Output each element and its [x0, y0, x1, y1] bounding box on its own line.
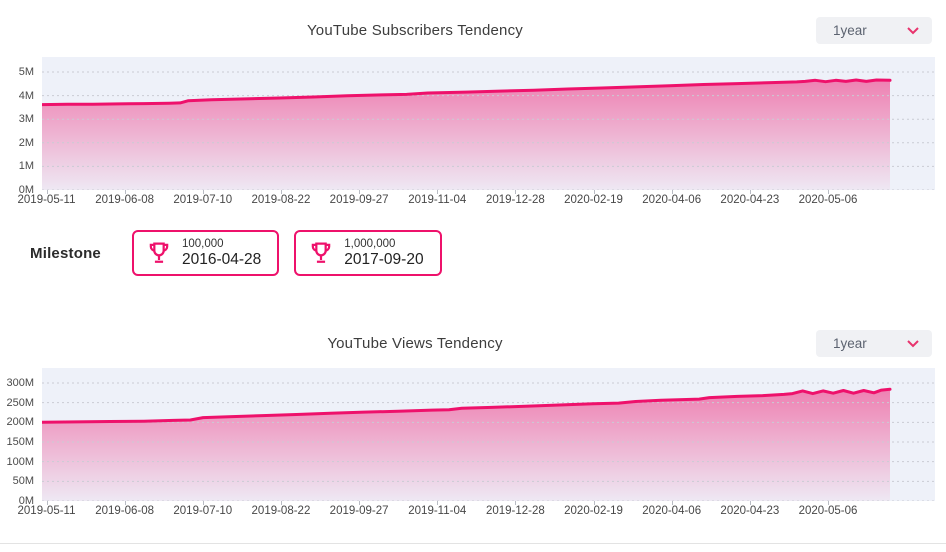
x-axis-label: 2020-02-19 [564, 194, 623, 206]
x-axis-tick [593, 501, 595, 505]
x-axis-label: 2020-02-19 [564, 505, 623, 517]
range-select-value: 1year [833, 336, 867, 351]
x-axis-label: 2020-04-23 [720, 505, 780, 517]
x-axis-tick [202, 190, 204, 194]
x-axis-tick [515, 190, 517, 194]
x-axis-tick [359, 501, 361, 505]
subscribers-range-select[interactable]: 1year [816, 17, 932, 44]
x-axis-tick [749, 501, 751, 505]
x-axis-label: 2019-05-11 [17, 194, 76, 206]
y-axis-label: 3M [18, 113, 34, 126]
y-axis-label: 0M [18, 495, 34, 507]
x-axis-tick [46, 190, 48, 194]
x-axis-label: 2019-09-27 [329, 194, 389, 206]
x-axis-label: 2019-05-11 [17, 505, 76, 517]
x-axis-label: 2019-08-22 [251, 194, 311, 206]
chevron-down-icon [907, 26, 919, 34]
y-axis-label: 300M [6, 377, 34, 389]
y-axis-label: 200M [6, 416, 34, 429]
x-axis-tick [359, 190, 361, 194]
subscribers-plot-area[interactable] [42, 57, 935, 190]
x-axis-label: 2019-12-28 [485, 194, 545, 206]
milestone-badge-100k[interactable]: 100,000 2016-04-28 [131, 230, 280, 276]
y-axis-label: 100M [6, 455, 34, 468]
x-axis-label: 2019-07-10 [173, 194, 233, 206]
bottom-divider [0, 543, 946, 544]
x-axis-label: 2019-09-27 [329, 505, 389, 517]
milestone-label: Milestone [30, 244, 101, 262]
y-axis-label: 250M [6, 396, 34, 409]
y-axis-label: 5M [18, 66, 34, 78]
x-axis-label: 2019-06-08 [95, 194, 155, 206]
subscribers-chart-title: YouTube Subscribers Tendency [306, 22, 524, 39]
x-axis-tick [437, 501, 439, 505]
x-axis-label: 2020-04-06 [642, 505, 702, 517]
views-area [42, 389, 890, 501]
x-axis-tick [124, 501, 126, 505]
range-select-value: 1year [833, 23, 867, 38]
subscribers-x-axis: 2019-05-11 2019-06-08 2019-07-10 2019-08-22… [0, 190, 935, 212]
trophy-icon [149, 242, 169, 263]
subscribers-line [42, 78, 892, 107]
x-axis-tick [671, 501, 673, 505]
views-line [42, 387, 892, 424]
y-axis-label: 0M [18, 184, 34, 196]
trophy-icon [312, 242, 331, 263]
x-axis-tick [437, 190, 439, 194]
x-axis-label: 2019-11-04 [408, 505, 467, 517]
x-axis-tick [280, 190, 282, 194]
x-axis-tick [593, 190, 595, 194]
x-axis-tick [749, 190, 751, 194]
subscribers-y-axis: 5M 4M 3M 2M 1M 0M [0, 57, 38, 196]
x-axis-label: 2020-05-06 [798, 194, 858, 206]
x-axis-tick [46, 501, 48, 505]
y-axis-label: 2M [18, 136, 34, 149]
milestone-date: 2017-09-20 [344, 251, 424, 268]
views-y-axis: 300M 250M 200M 150M 100M 50M 0M [0, 368, 38, 507]
views-chart: 300M 250M 200M 150M 100M 50M 0M 2019-05-11 2019… [0, 368, 946, 526]
x-axis-label: 2019-08-22 [251, 505, 311, 517]
x-axis-tick [124, 190, 126, 194]
y-axis-label: 50M [12, 475, 34, 488]
y-axis-label: 1M [18, 160, 34, 173]
x-axis-label: 2020-04-23 [720, 194, 780, 206]
x-axis-label: 2019-06-08 [95, 505, 155, 517]
views-chart-title: YouTube Views Tendency [327, 335, 503, 352]
milestone-date: 2016-04-28 [181, 251, 262, 268]
x-axis-tick [828, 501, 829, 505]
milestone-badge-1m[interactable]: 1,000,000 2017-09-20 [294, 230, 442, 276]
x-axis-label: 2019-11-04 [408, 194, 467, 206]
chevron-down-icon [907, 339, 919, 347]
x-axis-label: 2020-05-06 [798, 505, 858, 517]
x-axis-label: 2019-07-10 [173, 505, 233, 517]
y-axis-label: 4M [18, 89, 34, 102]
views-range-select[interactable]: 1year [816, 330, 932, 357]
x-axis-tick [202, 501, 204, 505]
x-axis-tick [828, 190, 829, 194]
views-plot-area[interactable] [42, 368, 935, 501]
milestone-section: Milestone 100,000 2016-04-28 [30, 230, 457, 276]
subscribers-area [42, 80, 890, 190]
x-axis-tick [515, 501, 517, 505]
milestone-value: 1,000,000 [344, 238, 396, 250]
subscribers-chart: 5M 4M 3M 2M 1M 0M 2019-05-11 2019-06-08 2019-07… [0, 57, 946, 215]
x-axis-label: 2019-12-28 [485, 505, 545, 517]
y-axis-label: 150M [6, 436, 34, 448]
milestone-value: 100,000 [181, 238, 224, 250]
views-x-axis: 2019-05-11 2019-06-08 2019-07-10 2019-08-22… [0, 501, 935, 523]
x-axis-label: 2020-04-06 [642, 194, 702, 206]
x-axis-tick [280, 501, 282, 505]
x-axis-tick [671, 190, 673, 194]
